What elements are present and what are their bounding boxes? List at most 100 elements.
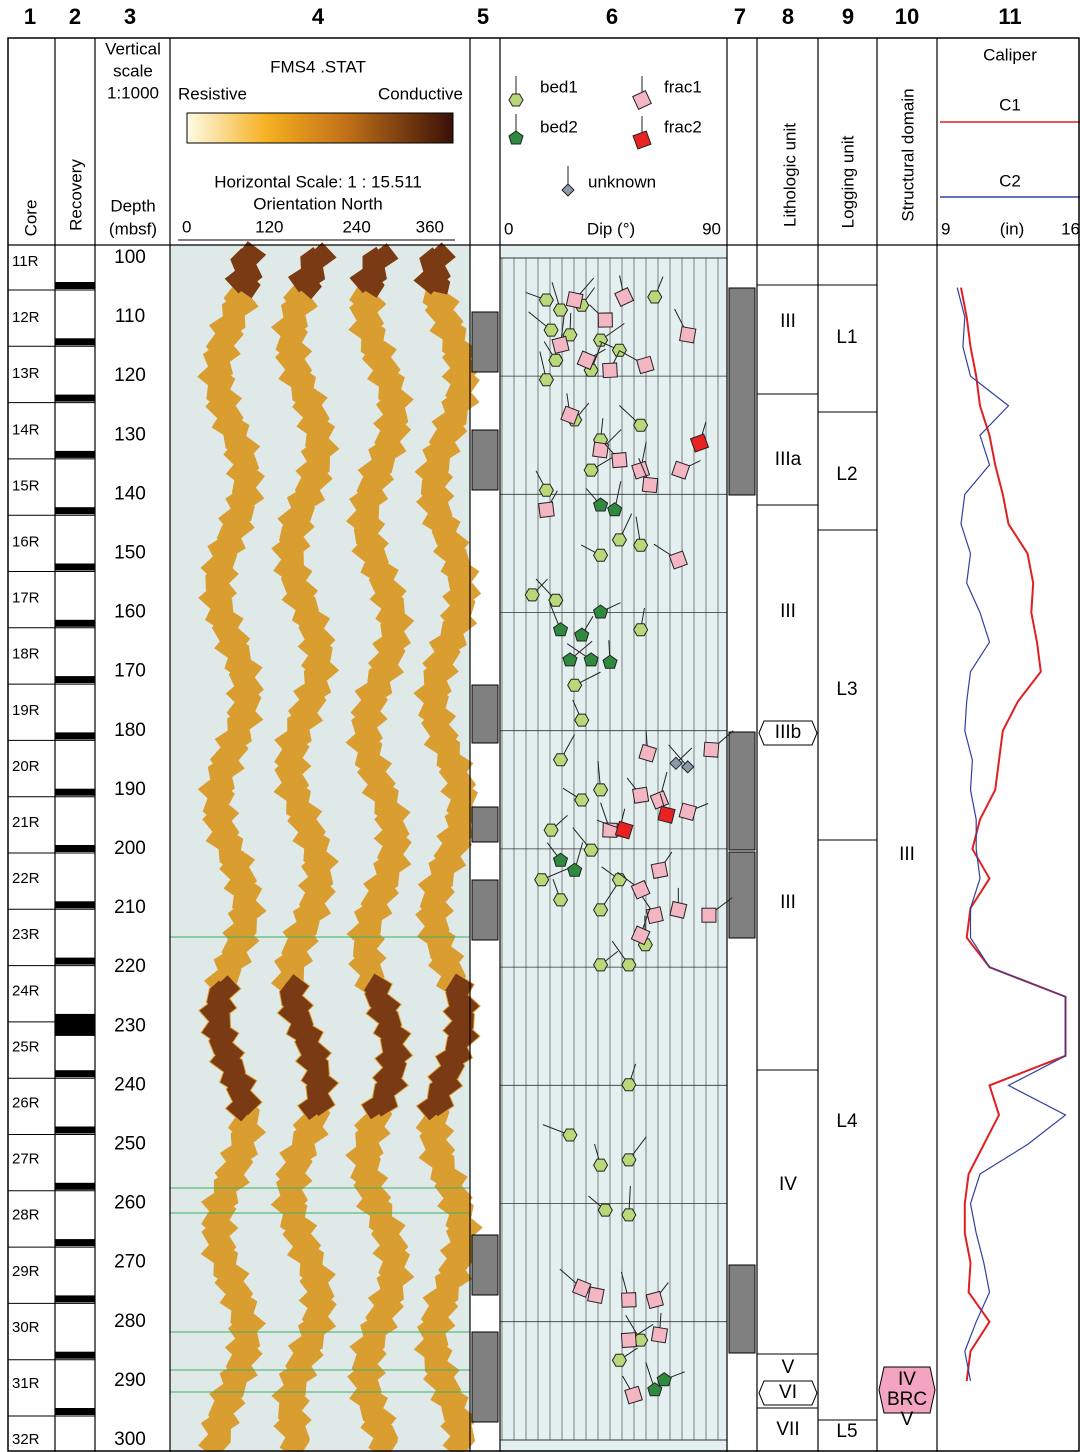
recovery-bar bbox=[55, 564, 95, 571]
dip-symbol bbox=[593, 442, 609, 458]
dip-symbol bbox=[646, 1291, 663, 1308]
recovery-bar bbox=[55, 1239, 95, 1246]
depth-tick-label: 200 bbox=[114, 838, 146, 859]
hexagon bbox=[598, 1204, 612, 1216]
square bbox=[552, 336, 569, 353]
dip-symbol bbox=[680, 327, 696, 343]
hexagon bbox=[612, 344, 626, 356]
depth-tick-label: 300 bbox=[114, 1429, 146, 1450]
hexagon bbox=[594, 784, 608, 796]
structural-domain: V bbox=[901, 1409, 914, 1430]
recovery-bar bbox=[55, 282, 95, 289]
dip-symbol bbox=[594, 904, 608, 916]
hexagon bbox=[539, 374, 553, 386]
hexagon bbox=[563, 1129, 577, 1141]
c1-label: C1 bbox=[999, 95, 1021, 114]
hexagon bbox=[622, 959, 636, 971]
dip-symbol bbox=[525, 589, 539, 601]
hexagon bbox=[612, 1354, 626, 1366]
dip-symbol bbox=[549, 354, 563, 366]
interval-box bbox=[729, 852, 755, 938]
hexagon bbox=[554, 894, 568, 906]
dip-symbol bbox=[584, 844, 598, 856]
vertical-scale: 1:1000 bbox=[107, 83, 159, 102]
dip-symbol bbox=[634, 539, 648, 551]
square bbox=[633, 787, 649, 803]
depth-tick-label: 230 bbox=[114, 1015, 146, 1036]
dip-symbol bbox=[651, 862, 667, 878]
hexagon bbox=[544, 324, 558, 336]
square bbox=[622, 1293, 636, 1307]
square bbox=[612, 453, 627, 468]
fms-title: FMS4 .STAT bbox=[270, 57, 366, 76]
interval-box bbox=[472, 430, 498, 490]
dip-symbol bbox=[646, 907, 663, 924]
depth-tick-label: 170 bbox=[114, 661, 146, 682]
recovery-bar bbox=[55, 395, 95, 402]
dip-symbol bbox=[637, 356, 654, 373]
core-label: 13R bbox=[12, 365, 40, 382]
dip-symbol bbox=[633, 91, 652, 110]
dip-symbol bbox=[642, 477, 657, 492]
depth-tick-label: 290 bbox=[114, 1370, 146, 1391]
depth-tick-label: 190 bbox=[114, 779, 146, 800]
hexagon bbox=[622, 1079, 636, 1091]
hexagon bbox=[612, 534, 626, 546]
square bbox=[566, 292, 583, 309]
core-label: 15R bbox=[12, 477, 40, 494]
recovery-bar bbox=[55, 1014, 95, 1036]
dip-symbol bbox=[594, 1159, 608, 1171]
interval-box bbox=[472, 312, 498, 372]
fms-band-dark bbox=[366, 250, 383, 292]
hexagon bbox=[554, 304, 568, 316]
recovery-bar bbox=[55, 732, 95, 739]
dip-symbol bbox=[679, 803, 696, 820]
dip-symbol bbox=[622, 1079, 636, 1091]
lithologic-unit: III bbox=[780, 601, 796, 622]
dip-symbol bbox=[622, 959, 636, 971]
dip-symbol bbox=[568, 679, 582, 691]
logging-unit: L5 bbox=[836, 1421, 857, 1442]
interval-box bbox=[729, 1265, 755, 1353]
dip-axis-label: Dip (°) bbox=[587, 219, 635, 238]
fms-tick-label: 0 bbox=[182, 217, 191, 236]
square bbox=[593, 442, 609, 458]
column-number: 6 bbox=[606, 4, 618, 29]
depth-tick-label: 260 bbox=[114, 1193, 146, 1214]
dip-symbol bbox=[563, 1129, 577, 1141]
diamond bbox=[562, 184, 574, 196]
column-number: 1 bbox=[24, 4, 36, 29]
column-number: 5 bbox=[477, 4, 489, 29]
dip-symbol bbox=[539, 294, 553, 306]
square bbox=[621, 1333, 636, 1348]
core-label: 24R bbox=[12, 982, 40, 999]
hexagon bbox=[634, 419, 648, 431]
logging-unit: L4 bbox=[836, 1111, 858, 1132]
dip-symbol bbox=[544, 824, 558, 836]
core-label: 27R bbox=[12, 1151, 40, 1168]
interval-box bbox=[472, 685, 498, 743]
recovery-bar bbox=[55, 507, 95, 514]
conductive-label: Conductive bbox=[378, 84, 463, 103]
depth-tick-label: 140 bbox=[114, 483, 146, 504]
depth-tick-label: 160 bbox=[114, 602, 146, 623]
hexagon bbox=[535, 874, 549, 886]
column-number: 4 bbox=[312, 4, 325, 29]
hexagon bbox=[594, 549, 608, 561]
hexagon bbox=[584, 844, 598, 856]
fms-tick-label: 240 bbox=[342, 217, 370, 236]
depth-tick-label: 220 bbox=[114, 956, 146, 977]
dip-symbol bbox=[651, 1327, 667, 1343]
dip-symbol bbox=[612, 874, 626, 886]
core-label: 31R bbox=[12, 1375, 40, 1392]
recovery-bar bbox=[55, 676, 95, 683]
interval-box bbox=[472, 880, 498, 940]
hexagon bbox=[622, 1209, 636, 1221]
legend-label: bed2 bbox=[540, 117, 578, 136]
lithologic-unit: IIIb bbox=[775, 722, 801, 743]
dip-symbol bbox=[612, 1354, 626, 1366]
logging-header: Logging unit bbox=[838, 135, 857, 228]
logging-unit: L3 bbox=[836, 679, 857, 700]
column-number: 10 bbox=[895, 4, 919, 29]
dip-symbol bbox=[622, 1293, 636, 1307]
